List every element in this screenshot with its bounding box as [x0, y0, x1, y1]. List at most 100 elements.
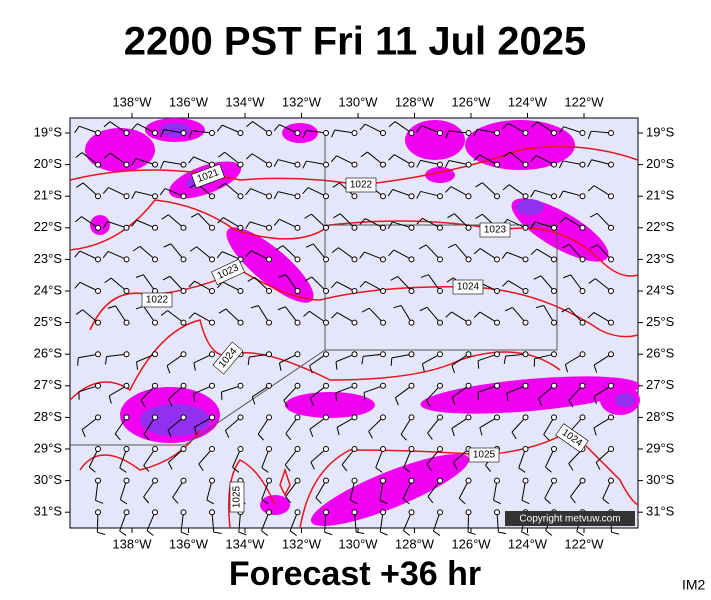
barb-station — [294, 477, 301, 484]
axes: 138°W 138°W 136°W 136°W 134°W 134°W 132°W 132°W… — [34, 94, 675, 551]
barb-station — [237, 319, 244, 326]
barb-flag — [257, 433, 264, 441]
barb-station — [180, 288, 187, 294]
barb-station — [323, 256, 329, 263]
barb-flag — [336, 427, 340, 436]
barb-staff — [135, 158, 156, 166]
barb-station — [437, 414, 443, 421]
copyright-bg — [505, 511, 635, 526]
barb-station — [408, 319, 415, 326]
barb-flag — [76, 182, 84, 188]
barb-station — [209, 319, 215, 326]
barb-staff — [428, 274, 441, 292]
barb-flag — [273, 218, 280, 226]
barb-flag — [309, 429, 314, 437]
barb-staff — [193, 156, 213, 166]
barb-staff — [108, 385, 127, 397]
barb-flag — [506, 393, 509, 402]
barb-staff — [79, 281, 99, 292]
copyright: Copyright metvuw.com — [519, 514, 620, 525]
barb-station — [437, 130, 443, 136]
latitude-label: 24°S — [34, 282, 63, 297]
latitude-label: 28°S — [34, 409, 63, 424]
barb-staff — [170, 243, 184, 260]
barb-staff — [450, 186, 469, 197]
barb-staff — [143, 448, 156, 466]
barb-station — [180, 509, 187, 516]
latitude-label: 29°S — [646, 440, 675, 455]
barb-station — [351, 446, 358, 452]
barb-staff — [394, 121, 412, 134]
barb-station — [437, 351, 443, 358]
barb-station — [95, 224, 101, 231]
barb-flag — [576, 530, 584, 536]
barb-staff — [505, 353, 526, 357]
wind-barbs — [74, 121, 620, 536]
latitude-label: 19°S — [34, 124, 63, 139]
barb-station — [351, 382, 358, 389]
barb-flag — [102, 187, 109, 194]
barb-station — [380, 509, 386, 516]
barb-flag — [593, 396, 597, 405]
barb-flag — [427, 496, 434, 504]
barb-station — [237, 288, 244, 294]
barb-staff — [453, 448, 469, 463]
latitude-label: 31°S — [646, 504, 675, 519]
barb-station — [294, 319, 301, 326]
barb-station — [152, 414, 158, 421]
barb-flag — [119, 467, 127, 473]
barb-flag — [302, 160, 307, 169]
barb-flag — [216, 251, 223, 259]
barb-station — [266, 351, 272, 358]
barb-staff — [261, 448, 270, 468]
barb-flag — [309, 398, 315, 406]
barb-staff — [146, 512, 156, 531]
barb-station — [494, 288, 500, 294]
barb-station — [351, 288, 358, 294]
barb-flag — [331, 129, 336, 138]
barb-staff — [135, 191, 156, 197]
barb-staff — [193, 353, 213, 364]
barb-staff — [451, 311, 469, 324]
barb-flag — [402, 498, 410, 505]
barb-staff — [540, 275, 555, 292]
barb-flag — [587, 159, 593, 168]
barb-staff — [206, 480, 213, 501]
barb-station — [551, 130, 557, 136]
longitude-label: 134°W — [225, 536, 265, 551]
barb-station — [209, 193, 215, 200]
barb-staff — [568, 385, 583, 401]
barb-staff — [508, 280, 526, 292]
barb-station — [522, 161, 529, 168]
latitude-label: 20°S — [646, 156, 675, 171]
barb-staff — [563, 126, 583, 134]
barb-flag — [394, 397, 399, 406]
barb-flag — [416, 191, 422, 199]
barb-staff — [448, 160, 469, 166]
barb-flag — [445, 130, 450, 139]
barb-flag — [451, 397, 456, 406]
barb-staff — [593, 312, 612, 324]
barb-staff — [196, 246, 213, 260]
barb-flag — [477, 360, 480, 369]
barb-staff — [477, 128, 498, 134]
barb-flag — [502, 122, 509, 130]
barb-flag — [309, 365, 313, 374]
barb-station — [95, 446, 101, 452]
barb-flag — [273, 124, 280, 132]
barb-flag — [330, 155, 337, 163]
barb-station — [408, 193, 415, 200]
barb-station — [579, 130, 586, 136]
barb-staff — [283, 385, 298, 401]
barb-station — [123, 382, 130, 389]
barb-station — [408, 446, 415, 452]
longitude-label: 132°W — [282, 94, 322, 109]
barb-staff — [565, 216, 583, 229]
barb-flag — [193, 393, 196, 402]
barb-flag — [198, 463, 204, 471]
barb-flag — [238, 531, 247, 536]
barb-station — [465, 477, 472, 484]
barb-flag — [530, 248, 538, 255]
barb-staff — [422, 353, 441, 365]
barb-staff — [393, 154, 412, 166]
